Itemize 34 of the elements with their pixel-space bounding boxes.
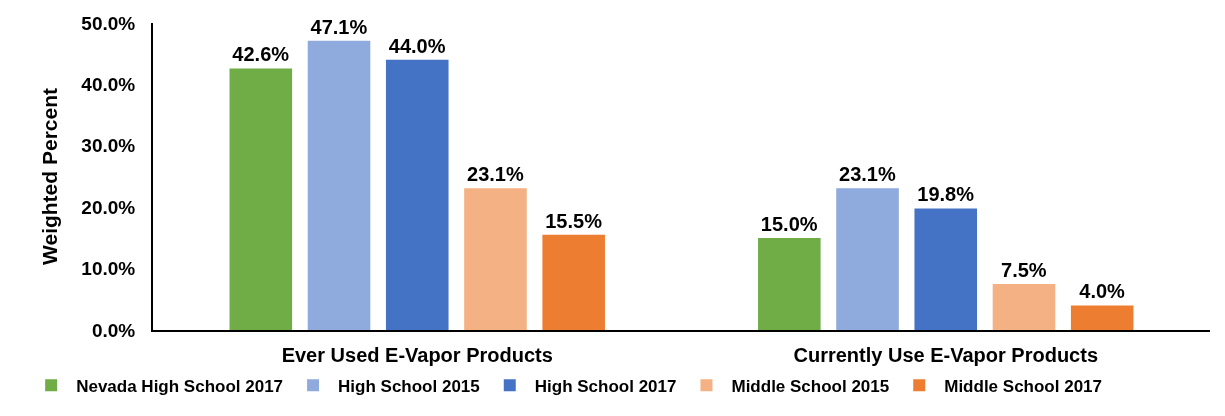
data-label: 47.1% xyxy=(310,15,368,38)
y-tick-label: 10.0% xyxy=(81,258,136,280)
legend-label: High School 2017 xyxy=(534,376,677,396)
bar xyxy=(758,237,821,330)
y-tick-label: 40.0% xyxy=(81,74,136,96)
data-label: 15.5% xyxy=(545,209,603,232)
x-tick-label: Ever Used E-Vapor Products xyxy=(281,344,553,366)
bar xyxy=(914,208,978,330)
bar xyxy=(836,188,899,330)
y-axis-title: Weighted Percent xyxy=(37,88,61,265)
y-tick-label: 20.0% xyxy=(81,196,136,218)
bar xyxy=(992,283,1056,330)
data-label: 44.0% xyxy=(388,34,446,57)
bar xyxy=(542,234,605,330)
data-label: 15.0% xyxy=(760,212,818,235)
bar xyxy=(1070,305,1134,330)
data-label: 42.6% xyxy=(232,43,290,66)
bar xyxy=(307,40,371,330)
data-label: 7.5% xyxy=(1001,258,1047,281)
legend-label: Middle School 2015 xyxy=(731,376,890,396)
bar xyxy=(229,68,293,330)
x-tick-label: Currently Use E-Vapor Products xyxy=(793,344,1099,366)
legend-label: Middle School 2017 xyxy=(944,376,1102,396)
y-tick-label: 0.0% xyxy=(91,319,136,341)
y-tick-label: 50.0% xyxy=(81,12,136,34)
legend-label: Nevada High School 2017 xyxy=(76,376,284,396)
data-label: 19.8% xyxy=(917,183,975,206)
bar xyxy=(464,188,527,330)
y-tick-label: 30.0% xyxy=(81,135,136,157)
bar xyxy=(385,59,449,330)
data-label: 23.1% xyxy=(467,163,524,186)
data-label: 23.1% xyxy=(839,163,896,186)
data-label: 4.0% xyxy=(1079,280,1126,303)
legend-label: High School 2015 xyxy=(338,376,480,396)
